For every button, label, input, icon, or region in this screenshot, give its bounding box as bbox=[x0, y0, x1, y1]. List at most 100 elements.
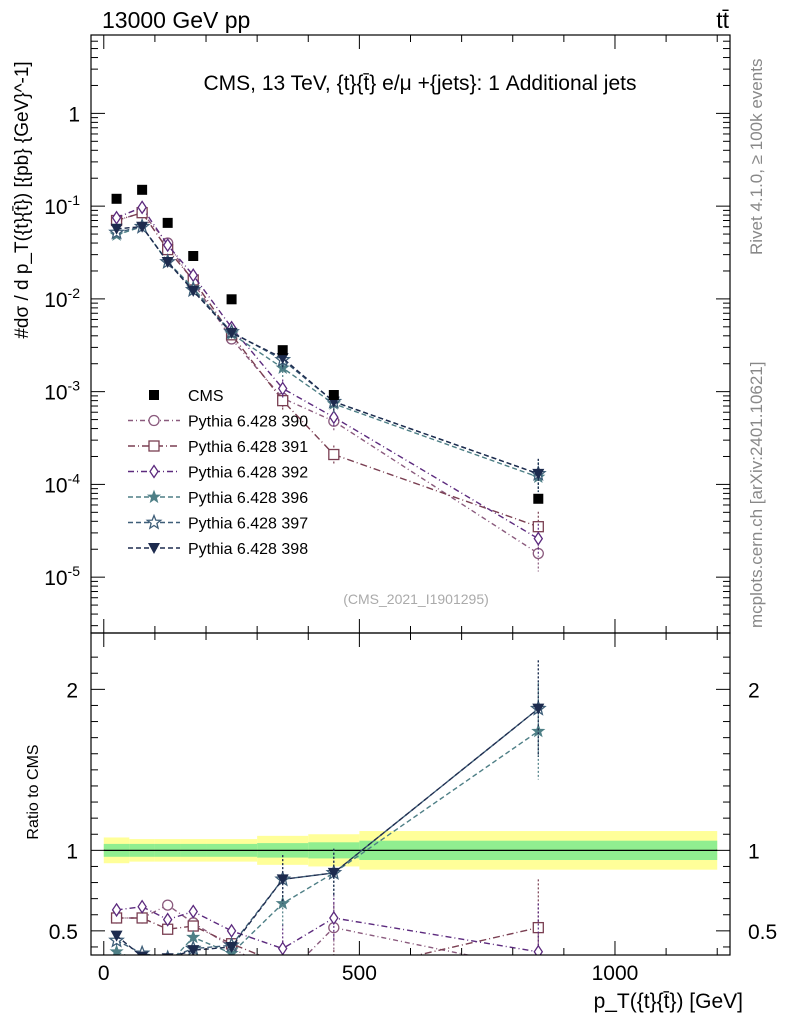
main-ytick-label: 1 bbox=[68, 103, 80, 126]
main-panel-frame bbox=[90, 34, 731, 634]
main-ytick-exponent: -2 bbox=[68, 285, 81, 301]
ratio-point bbox=[532, 703, 545, 715]
legend-marker bbox=[145, 513, 163, 530]
mc-point bbox=[532, 521, 544, 533]
main-title: CMS, 13 TeV, {t}{t̄} e/μ +{jets}: 1 Addi… bbox=[204, 72, 637, 95]
ratio-band bbox=[103, 831, 718, 870]
legend-marker-cms bbox=[149, 390, 159, 400]
ratio-point bbox=[278, 974, 288, 984]
main-ylabel: #dσ / d p_T({t}{t̄}) [{pb} {GeV}^-1] bbox=[12, 61, 33, 338]
ratio-point bbox=[275, 896, 290, 910]
cms-data-point bbox=[328, 390, 339, 401]
ratio-series bbox=[108, 660, 547, 984]
ratio-series-1 bbox=[110, 899, 543, 984]
ratio-series-4 bbox=[109, 682, 546, 970]
main-ytick-label: 10-4 bbox=[44, 470, 80, 497]
mc-series-5 bbox=[108, 217, 547, 492]
cms-data-point bbox=[137, 184, 148, 195]
mc-point bbox=[329, 410, 339, 425]
ratio-point bbox=[329, 910, 339, 926]
mc-point bbox=[110, 223, 123, 235]
mc-series-2 bbox=[110, 207, 544, 545]
ratio-point bbox=[533, 944, 544, 955]
ratio-point bbox=[109, 944, 124, 955]
ratio-ytick-label-right: 2 bbox=[748, 679, 760, 702]
mc-series-4 bbox=[109, 219, 546, 496]
main-ytick-label: 10-5 bbox=[44, 563, 80, 590]
ratio-point bbox=[187, 945, 200, 955]
mcplots-label: mcplots.cern.ch [arXiv:2401.10621] bbox=[747, 362, 766, 628]
ratio-point bbox=[533, 964, 543, 974]
cms-data-point bbox=[226, 294, 237, 305]
legend-label: Pythia 6.428 398 bbox=[188, 541, 308, 558]
main-ytick-exponent: -1 bbox=[68, 192, 81, 208]
main-ytick-label: 10-3 bbox=[44, 378, 80, 405]
ratio-series-6 bbox=[110, 660, 545, 955]
cms-data-point bbox=[111, 193, 122, 204]
ratio-point bbox=[136, 951, 149, 955]
ratio-point bbox=[225, 941, 238, 953]
mc-point bbox=[161, 256, 174, 268]
mc-point bbox=[111, 210, 122, 225]
ratio-ytick-label-right: 1 bbox=[748, 840, 760, 863]
main-ytick-exponent: -4 bbox=[68, 470, 81, 486]
ratio-point bbox=[188, 904, 199, 919]
ratio-ticks: 0.5 0.5 1 1 2 2 0 500 1000 bbox=[49, 633, 777, 985]
mc-point bbox=[162, 237, 173, 253]
main-ytick-label: 10-2 bbox=[44, 285, 80, 312]
legend-label: CMS bbox=[188, 388, 224, 405]
ratio-point bbox=[162, 912, 173, 927]
ratio-point bbox=[329, 969, 339, 979]
ratio-series-5 bbox=[108, 660, 547, 955]
mc-series-3 bbox=[111, 200, 544, 557]
ratio-series-3 bbox=[111, 893, 544, 955]
cms-data-point bbox=[162, 217, 173, 228]
legend-marker bbox=[148, 440, 160, 452]
ratio-point bbox=[276, 874, 289, 886]
ratio-point bbox=[277, 941, 288, 955]
ratio-ytick-label-right: 0.5 bbox=[748, 921, 777, 944]
analysis-tag: (CMS_2021_I1901295) bbox=[343, 591, 489, 607]
ratio-point bbox=[110, 930, 123, 942]
main-series bbox=[108, 184, 547, 572]
mc-point bbox=[136, 221, 149, 233]
mc-series-line bbox=[116, 206, 539, 540]
legend: CMS Pythia 6.428 390 Pythia 6.428 391 Pythi… bbox=[128, 388, 308, 558]
ratio-point bbox=[111, 902, 122, 918]
mc-point bbox=[532, 468, 545, 480]
ratio-point bbox=[162, 959, 173, 970]
main-ytick-exponent: -3 bbox=[68, 378, 81, 394]
cms-data-series bbox=[111, 184, 544, 504]
cms-data-point bbox=[188, 251, 199, 262]
legend-marker bbox=[148, 414, 160, 427]
main-ytick-exponent: -5 bbox=[68, 563, 81, 579]
ratio-point bbox=[226, 923, 237, 939]
mc-series-line bbox=[116, 225, 539, 475]
legend-label: Pythia 6.428 396 bbox=[188, 490, 308, 507]
ratio-point bbox=[141, 953, 143, 955]
ratio-ytick-label-left: 1 bbox=[66, 840, 78, 863]
mc-point bbox=[225, 327, 238, 339]
ratio-xtick-label: 1000 bbox=[592, 962, 639, 985]
ratio-xlabel: p_T({t}{t̄}) [GeV] bbox=[594, 990, 743, 1013]
rivet-label: Rivet 4.1.0, ≥ 100k events bbox=[747, 59, 766, 255]
ratio-panel: 0.5 0.5 1 1 2 2 0 500 1000 Ratio to CMS p_T({t}{… bbox=[25, 632, 777, 1013]
ratio-point bbox=[327, 867, 340, 879]
legend-marker bbox=[148, 543, 160, 554]
main-panel: 10-5 10-4 10-3 10-2 10-1 1 CMS, 13 TeV, {t}{t… bbox=[12, 34, 731, 634]
ratio-ytick-label-left: 2 bbox=[66, 679, 78, 702]
ratio-series-2 bbox=[110, 879, 544, 979]
ratio-series-line bbox=[116, 917, 539, 955]
legend-label: Pythia 6.428 391 bbox=[188, 439, 308, 456]
mc-point bbox=[187, 285, 200, 297]
ratio-point bbox=[136, 912, 148, 924]
ratio-point bbox=[186, 929, 201, 944]
ratio-ylabel: Ratio to CMS bbox=[25, 744, 42, 839]
main-ticks: 10-5 10-4 10-3 10-2 10-1 1 bbox=[44, 34, 730, 633]
mc-point bbox=[328, 448, 340, 461]
ratio-panel-frame bbox=[90, 632, 731, 956]
ratio-point bbox=[137, 899, 147, 914]
mc-series-line bbox=[116, 211, 539, 528]
legend-marker bbox=[149, 464, 159, 479]
